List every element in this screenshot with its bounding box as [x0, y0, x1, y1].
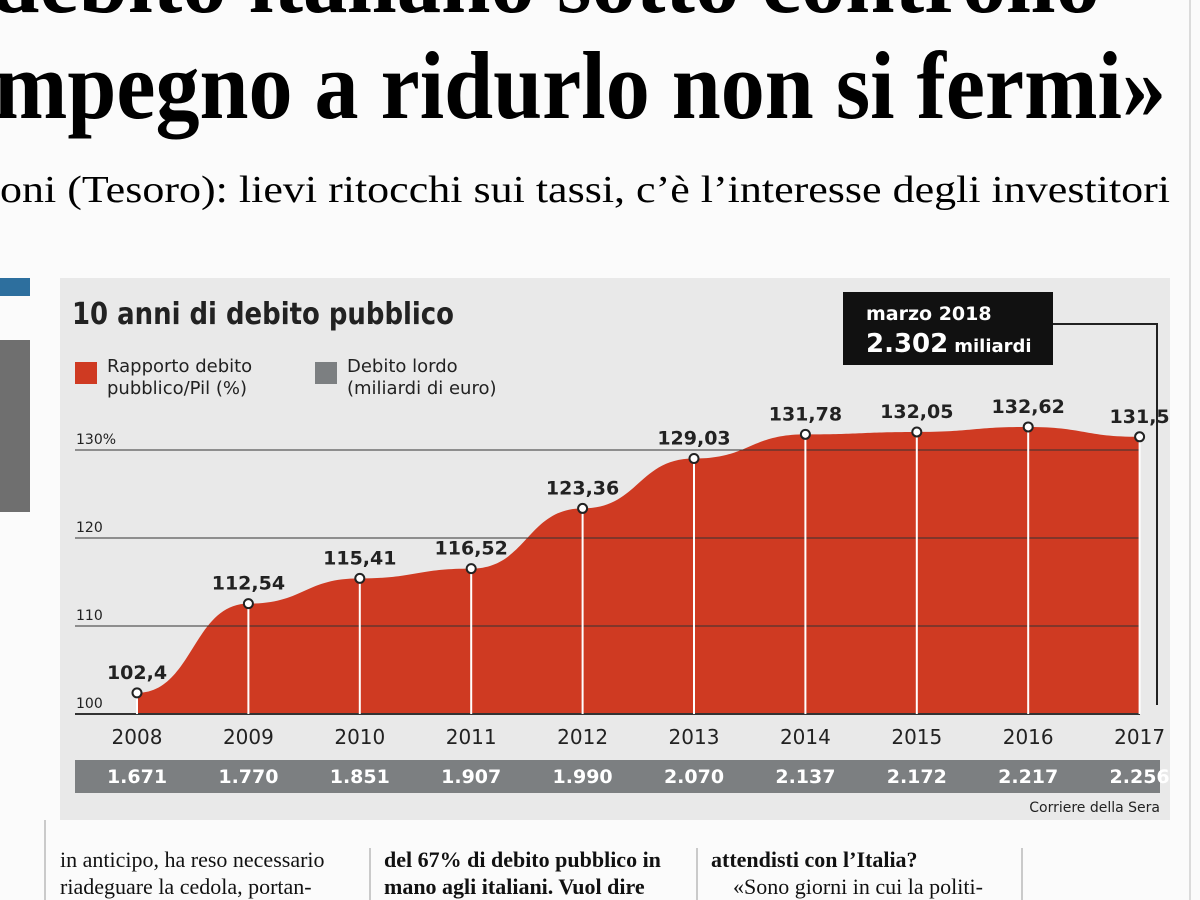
chart-title: 10 anni di debito pubblico	[72, 297, 454, 332]
point	[1022, 421, 1034, 433]
headline: debito italiano sotto controllo	[0, 0, 1100, 32]
debt-value: 1.770	[218, 766, 278, 788]
legend-label: Rapporto debito pubblico/Pil (%)	[107, 356, 253, 399]
debt-value: 1.671	[107, 766, 167, 788]
value-label: 123,36	[546, 477, 619, 499]
debt-value: 2.256	[1110, 766, 1170, 788]
x-tick-label: 2008	[112, 725, 163, 749]
point	[465, 563, 477, 575]
point	[354, 572, 366, 584]
debt-value: 1.907	[441, 766, 501, 788]
point	[911, 426, 923, 438]
legend-label-box: Rapporto debito pubblico/Pil (%)	[107, 356, 253, 399]
subtitle: oni (Tesoro): lievi ritocchi sui tassi, …	[0, 169, 1170, 211]
source: Corriere della Sera	[1029, 800, 1160, 816]
x-tick-label: 2010	[334, 725, 385, 749]
legend-swatch	[315, 362, 337, 384]
body-text: riadeguare la cedola, portan-	[60, 874, 312, 899]
body-text: «Sono giorni in cui la politi-	[733, 874, 983, 899]
y-tick-label: 110	[76, 608, 103, 624]
body-text: attendisti con l’Italia?	[711, 847, 918, 872]
x-tick-label: 2015	[891, 725, 942, 749]
headline: mpegno a ridurlo non si fermi»	[0, 32, 1166, 139]
body-text: mano agli italiani. Vuol dire	[384, 874, 645, 899]
point	[799, 428, 811, 440]
point	[577, 502, 589, 514]
photo-strip	[0, 278, 30, 296]
point	[1134, 431, 1146, 443]
legend-label-box: Debito lordo (miliardi di euro)	[347, 356, 497, 399]
annotation-box	[843, 292, 1053, 365]
y-tick-label: 130%	[76, 432, 116, 448]
photo	[0, 340, 30, 512]
annotation-leader	[1053, 323, 1158, 705]
debt-value: 2.137	[775, 766, 835, 788]
legend-label: Debito lordo (miliardi di euro)	[347, 356, 497, 399]
x-tick-label: 2013	[669, 725, 720, 749]
x-tick-label: 2012	[557, 725, 608, 749]
value-label: 131,5	[1110, 406, 1170, 428]
debt-value: 2.070	[664, 766, 724, 788]
y-tick-label: 120	[76, 520, 103, 536]
debt-value: 1.990	[553, 766, 613, 788]
debt-value: 2.172	[887, 766, 947, 788]
point	[688, 453, 700, 465]
value-label: 132,05	[880, 401, 953, 423]
value-label: 102,4	[107, 662, 167, 684]
point	[131, 687, 143, 699]
value-label: 131,78	[769, 403, 842, 425]
y-tick-label: 100	[76, 696, 103, 712]
debt-value: 2.217	[998, 766, 1058, 788]
body-text: in anticipo, ha reso necessario	[60, 847, 325, 872]
annotation-unit: miliardi	[954, 336, 1031, 357]
value-label: 112,54	[212, 573, 285, 595]
annotation-date: marzo 2018	[866, 303, 992, 325]
body-text: del 67% di debito pubblico in	[384, 847, 661, 872]
point	[242, 598, 254, 610]
debt-value: 1.851	[330, 766, 390, 788]
value-label: 132,62	[992, 396, 1065, 418]
x-tick-label: 2016	[1003, 725, 1054, 749]
debt-band	[75, 760, 1160, 793]
x-tick-label: 2014	[780, 725, 831, 749]
x-tick-label: 2009	[223, 725, 274, 749]
x-tick-label: 2017	[1114, 725, 1165, 749]
annotation-amount: 2.302	[866, 329, 948, 359]
value-label: 129,03	[657, 428, 730, 450]
x-tick-label: 2011	[446, 725, 497, 749]
value-label: 116,52	[435, 538, 508, 560]
legend-swatch	[75, 362, 97, 384]
annotation-value: 2.302 miliardi	[866, 329, 1032, 359]
value-label: 115,41	[323, 547, 396, 569]
area	[137, 426, 1140, 714]
